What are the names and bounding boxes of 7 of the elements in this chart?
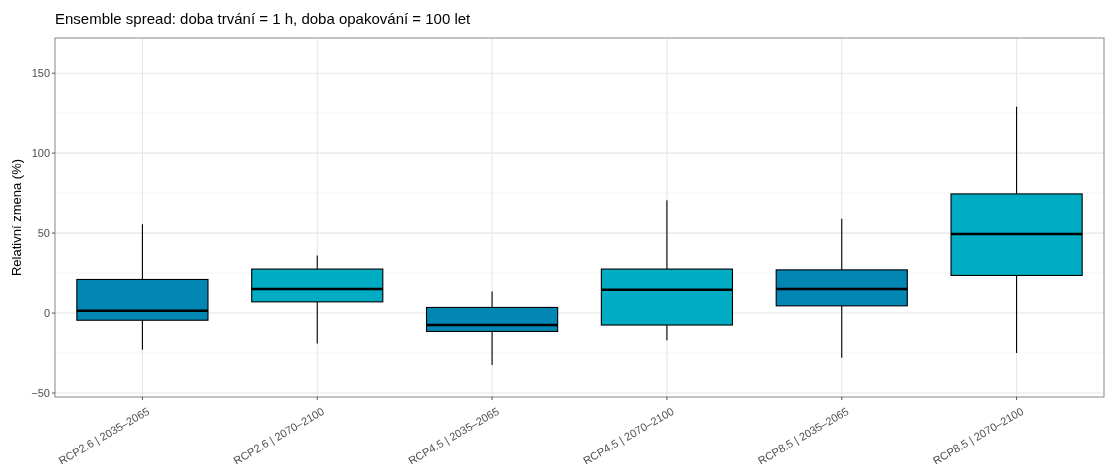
y-tick-label: 0 bbox=[43, 306, 50, 319]
y-axis-title: Relativní zmena (%) bbox=[9, 158, 24, 277]
y-tick-label: 50 bbox=[37, 226, 50, 239]
chart-title: Ensemble spread: doba trvání = 1 h, doba opakování = 100 let bbox=[55, 10, 472, 27]
y-tick-label: 150 bbox=[31, 67, 50, 80]
y-tick-label: 100 bbox=[31, 146, 50, 159]
y-tick-label: −50 bbox=[31, 386, 50, 399]
